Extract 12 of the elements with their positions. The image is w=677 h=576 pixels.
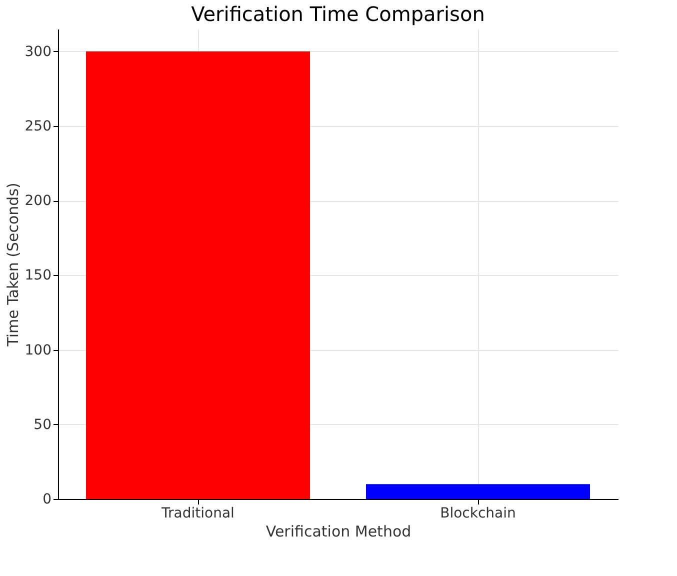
y-tick-label: 0: [42, 492, 52, 508]
y-tick-label: 200: [24, 193, 52, 210]
y-tick-label: 250: [24, 118, 52, 134]
x-tick-label: Traditional: [160, 506, 234, 522]
y-tick-label: 300: [24, 44, 52, 60]
y-tick-label: 150: [24, 268, 52, 284]
y-tick-label: 50: [34, 416, 52, 433]
y-tick-label: 100: [24, 342, 52, 358]
y-axis-title: Time Taken (Seconds): [4, 182, 22, 348]
chart-title: Verification Time Comparison: [191, 2, 485, 26]
x-axis-title: Verification Method: [266, 522, 412, 540]
x-tick-label: Blockchain: [440, 506, 516, 522]
